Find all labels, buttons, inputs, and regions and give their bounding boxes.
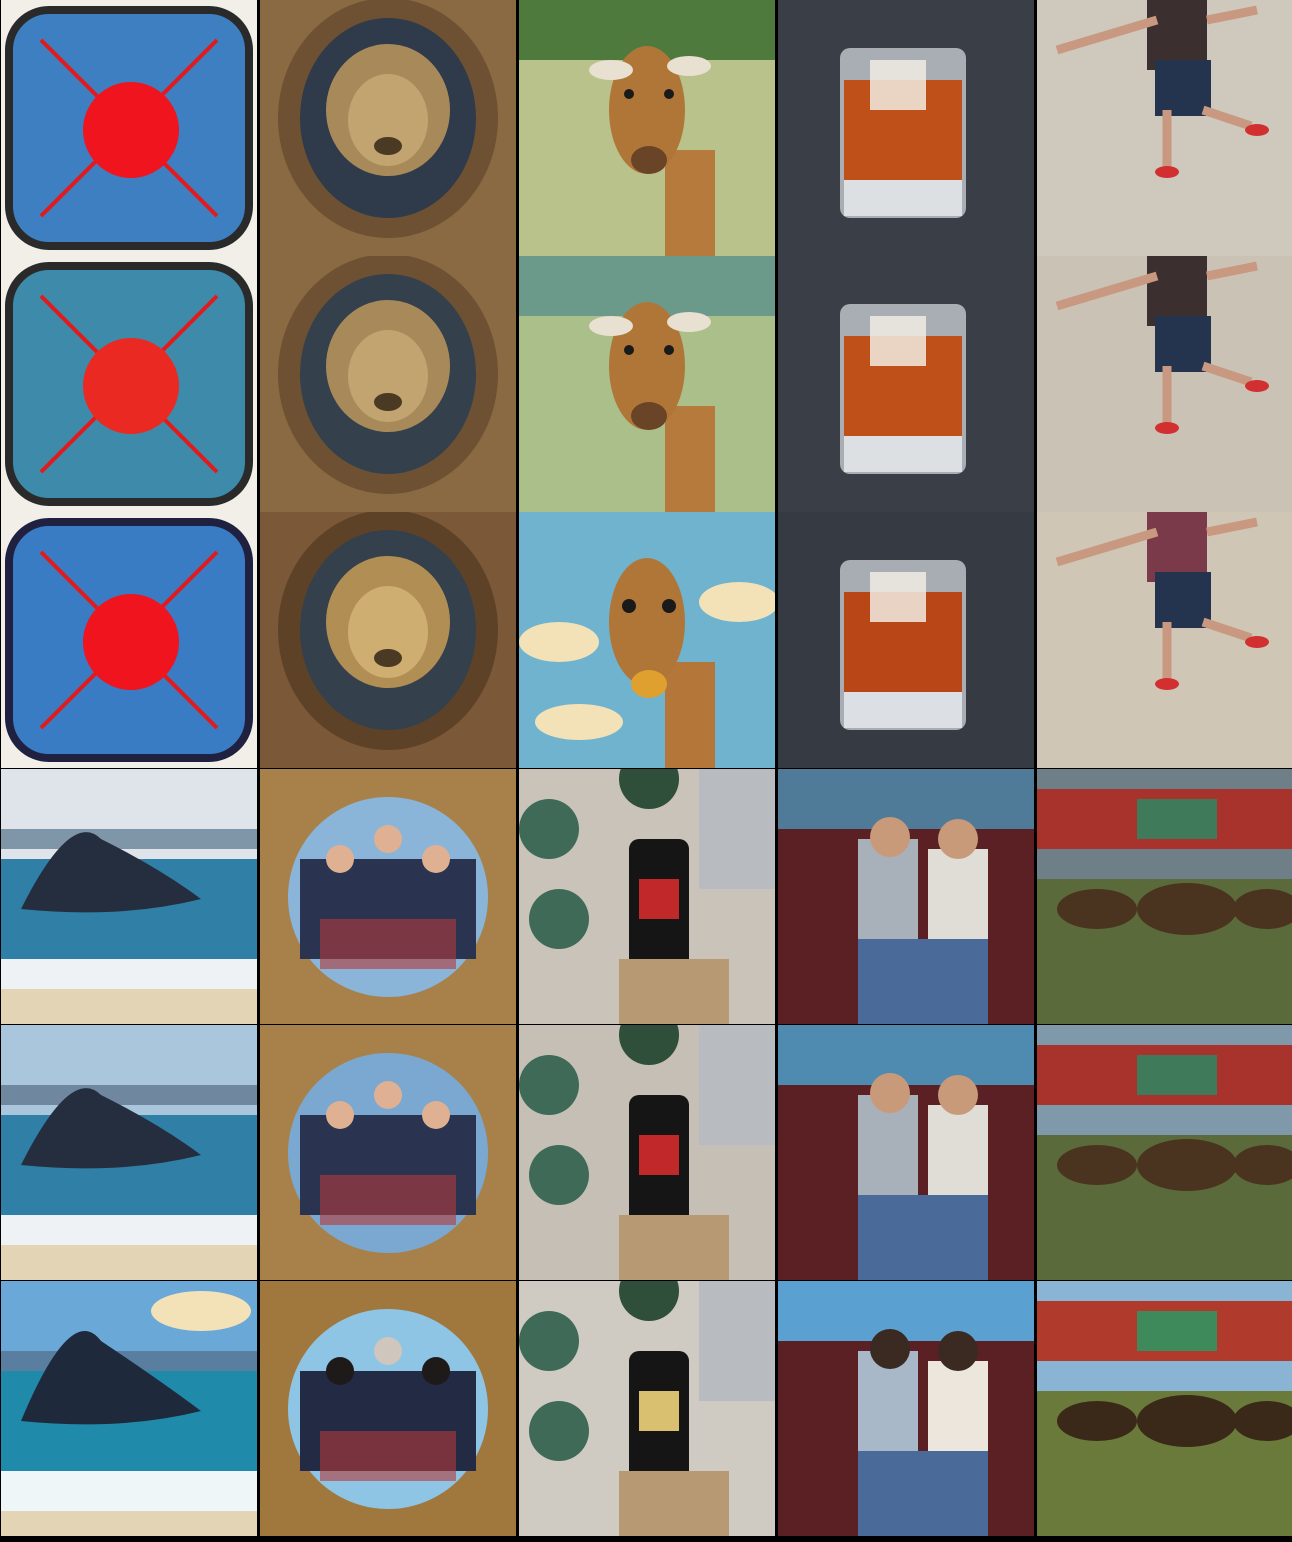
tile-bison-kremlin-6 xyxy=(1037,1281,1292,1536)
phone-desk-image xyxy=(519,769,775,1024)
tile-giraffe-cartoon-3 xyxy=(519,512,775,768)
giraffe-cartoon-image xyxy=(519,512,775,768)
tile-phone-desk-4 xyxy=(519,769,775,1024)
tile-lion-relief-2 xyxy=(260,256,516,512)
iced-drink-image xyxy=(778,512,1034,768)
family-portrait-anime-image xyxy=(260,1281,516,1536)
lion-relief-image xyxy=(260,0,516,256)
target-emblem-image xyxy=(1,512,257,768)
family-portrait-image xyxy=(260,769,516,1024)
giraffe-image xyxy=(519,256,775,512)
jumping-boy-image xyxy=(1037,0,1292,256)
tile-jumping-boy-1 xyxy=(1037,0,1292,256)
tile-couple-truck-anime-6 xyxy=(778,1281,1034,1536)
couple-truck-anime-image xyxy=(778,1281,1034,1536)
tile-phone-desk-6 xyxy=(519,1281,775,1536)
tile-bison-kremlin-4 xyxy=(1037,769,1292,1024)
couple-truck-image xyxy=(778,1025,1034,1280)
jumping-boy-image xyxy=(1037,512,1292,768)
tile-bison-kremlin-5 xyxy=(1037,1025,1292,1280)
couple-truck-image xyxy=(778,769,1034,1024)
tile-family-portrait-anime-6 xyxy=(260,1281,516,1536)
tile-family-portrait-4 xyxy=(260,769,516,1024)
tile-family-portrait-5 xyxy=(260,1025,516,1280)
lion-relief-image xyxy=(260,256,516,512)
tile-phone-desk-5 xyxy=(519,1025,775,1280)
whale-anime-image xyxy=(1,1281,257,1536)
tile-whale-anime-6 xyxy=(1,1281,257,1536)
tile-iced-drink-3 xyxy=(778,512,1034,768)
tile-giraffe-1 xyxy=(519,0,775,256)
target-emblem-image xyxy=(1,0,257,256)
bison-kremlin-image xyxy=(1037,1281,1292,1536)
tile-target-emblem-3 xyxy=(1,512,257,768)
whale-image xyxy=(1,769,257,1024)
tile-giraffe-2 xyxy=(519,256,775,512)
bison-kremlin-image xyxy=(1037,769,1292,1024)
tile-jumping-boy-2 xyxy=(1037,256,1292,512)
family-portrait-image xyxy=(260,1025,516,1280)
tile-iced-drink-1 xyxy=(778,0,1034,256)
iced-drink-image xyxy=(778,0,1034,256)
tile-whale-4 xyxy=(1,769,257,1024)
tile-couple-truck-4 xyxy=(778,769,1034,1024)
bison-kremlin-image xyxy=(1037,1025,1292,1280)
jumping-boy-image xyxy=(1037,256,1292,512)
whale-image xyxy=(1,1025,257,1280)
tile-whale-5 xyxy=(1,1025,257,1280)
tile-couple-truck-5 xyxy=(778,1025,1034,1280)
tile-jumping-boy-3 xyxy=(1037,512,1292,768)
lion-relief-image xyxy=(260,512,516,768)
tile-target-emblem-2 xyxy=(1,256,257,512)
tile-lion-relief-3 xyxy=(260,512,516,768)
target-emblem-image xyxy=(1,256,257,512)
tile-target-emblem-1 xyxy=(1,0,257,256)
phone-desk-image xyxy=(519,1281,775,1536)
tile-lion-relief-1 xyxy=(260,0,516,256)
iced-drink-image xyxy=(778,256,1034,512)
phone-desk-image xyxy=(519,1025,775,1280)
giraffe-image xyxy=(519,0,775,256)
tile-iced-drink-2 xyxy=(778,256,1034,512)
